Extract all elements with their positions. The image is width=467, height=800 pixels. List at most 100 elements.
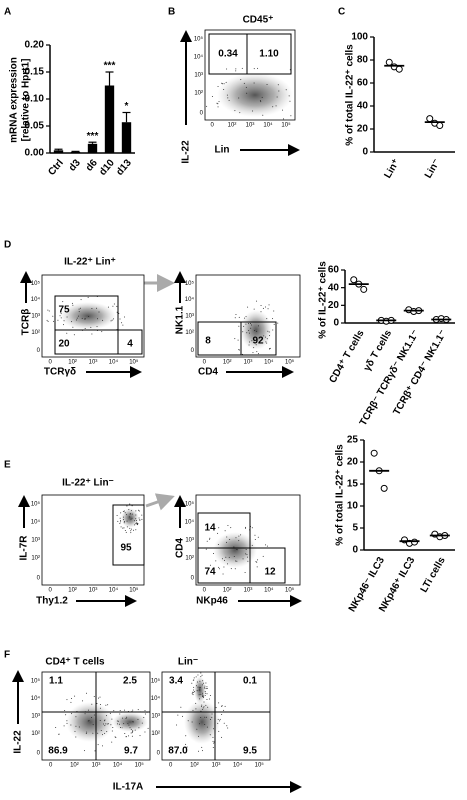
event-dot [119,709,121,711]
y-tick-label: 15 [347,479,359,490]
event-dot [137,523,139,525]
event-dot [256,566,258,568]
event-dot [113,303,115,305]
flow-x-tick: 10⁴ [264,587,274,594]
event-dot [120,521,122,523]
event-dot [64,710,66,712]
event-dot [198,698,200,700]
event-dot [123,510,125,512]
event-dot [122,516,124,518]
y-tick-label: 100 [351,32,368,43]
event-dot [100,730,102,732]
event-dot [265,544,267,546]
flow-x-tick: 10³ [244,360,253,366]
event-dot [202,708,204,710]
event-dot [47,320,49,322]
event-dot [122,527,124,529]
event-dot [217,543,219,545]
flow-x-tick: 10⁴ [109,359,119,366]
event-dot [204,716,206,718]
event-dot [113,318,115,320]
flow-y-tick: 0 [37,575,41,581]
event-dot [78,311,80,313]
flow-x-tick: 0 [203,588,207,594]
event-dot [102,319,104,321]
event-dot [268,331,270,333]
event-dot [223,83,225,85]
gate-percent: 12 [264,567,276,578]
event-dot [123,723,125,725]
flow-y-tick: 10³ [185,314,194,320]
event-dot [192,694,194,696]
event-dot [78,726,80,728]
flow-x-tick: 0 [203,360,207,366]
event-dot [116,723,118,725]
event-dot [66,307,68,309]
event-dot [209,564,211,566]
event-dot [207,706,209,708]
event-dot [66,332,68,334]
event-dot [227,563,229,565]
gate-percent: 0.34 [218,49,238,60]
gate [246,33,292,75]
gate-arrow [145,493,175,511]
event-dot [218,568,220,570]
event-dot [132,721,134,723]
event-dot [256,561,258,563]
event-dot [198,689,200,691]
event-dot [236,549,238,551]
event-dot [205,688,207,690]
event-dot [254,329,256,331]
event-dot [176,724,178,726]
event-dot [112,727,114,729]
event-dot [206,698,208,700]
event-dot [129,503,131,505]
data-point [350,276,358,284]
event-dot [132,709,134,711]
event-dot [123,527,125,529]
event-dot [91,333,93,335]
data-point [380,484,388,492]
event-dot [198,750,200,752]
density-cloud [60,302,116,330]
event-dot [256,300,258,302]
event-dot [93,714,95,716]
event-dot [202,707,204,709]
event-dot [230,527,232,529]
event-dot [223,722,225,724]
event-dot [209,734,211,736]
flow-title: IL-22⁺ Lin⁺ [64,257,116,268]
flow-y-tick: 10⁵ [185,280,195,287]
event-dot [135,529,137,531]
flow-x-tick: 10³ [89,360,98,366]
flow-x-tick: 10² [70,763,79,769]
data-point [395,65,403,73]
event-dot [202,696,204,698]
event-dot [241,67,243,69]
event-dot [254,534,256,536]
gate-percent: 9.5 [243,746,257,757]
event-dot [88,316,90,318]
event-dot [228,556,230,558]
flow-x-tick: 10² [223,360,232,366]
event-dot [268,304,270,306]
event-dot [138,727,140,729]
event-dot [238,349,240,351]
y-tick-label: 0 [352,545,358,556]
event-dot [209,538,211,540]
density-cloud [112,712,148,732]
event-dot [226,536,228,538]
y-tick-label: 80 [357,55,369,66]
y-axis-label: % of total IL-22⁺ cells [335,444,346,546]
event-dot [84,318,86,320]
flow-x-tick: 10² [68,360,77,366]
y-tick-label: 0 [333,318,339,329]
event-dot [122,510,124,512]
flow-y-tick: 0 [191,348,195,354]
flow-y-label: IL-22 [181,140,192,164]
event-dot [76,317,78,319]
event-dot [262,114,264,116]
event-dot [224,705,226,707]
event-dot [139,735,141,737]
event-dot [201,750,203,752]
